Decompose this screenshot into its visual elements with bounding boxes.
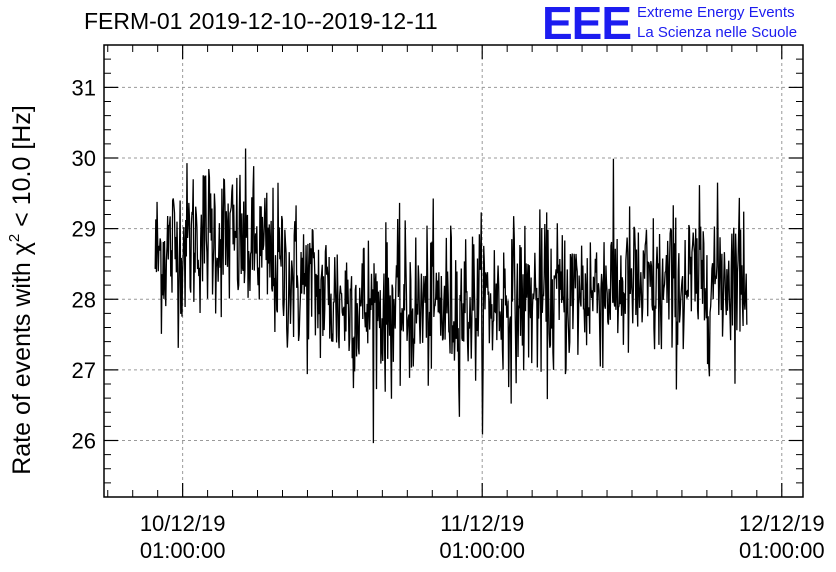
rate-series-line	[154, 148, 748, 444]
y-axis-label: Rate of events with χ2 < 10.0 [Hz]	[6, 105, 36, 475]
x-tick-time-label: 01:00:00	[439, 538, 525, 563]
org-subtitle: La Scienza nelle Scuole	[637, 24, 798, 41]
tick-labels: 26272829303110/12/1901:00:0011/12/1901:0…	[72, 75, 825, 563]
eee-logo: EEE	[542, 0, 632, 49]
chart-title: FERM-01 2019-12-10--2019-12-11	[84, 8, 438, 34]
y-tick-label: 30	[72, 146, 96, 171]
y-axis-label-prefix: Rate of events with	[8, 255, 36, 475]
series-group	[154, 148, 748, 444]
y-tick-label: 31	[72, 75, 96, 100]
ticks	[104, 44, 803, 498]
y-tick-label: 26	[72, 429, 96, 454]
chi-superscript: 2	[6, 234, 23, 242]
x-tick-date-label: 10/12/19	[140, 511, 226, 536]
x-tick-date-label: 12/12/19	[739, 511, 825, 536]
y-tick-label: 27	[72, 358, 96, 383]
org-name: Extreme Energy Events	[637, 4, 795, 21]
grid	[104, 45, 803, 497]
y-tick-label: 29	[72, 217, 96, 242]
x-tick-time-label: 01:00:00	[739, 538, 825, 563]
chi-symbol: χ	[8, 242, 36, 255]
y-tick-label: 28	[72, 287, 96, 312]
y-axis-label-suffix: < 10.0 [Hz]	[8, 105, 36, 234]
x-tick-time-label: 01:00:00	[140, 538, 226, 563]
x-tick-date-label: 11/12/19	[440, 511, 524, 536]
